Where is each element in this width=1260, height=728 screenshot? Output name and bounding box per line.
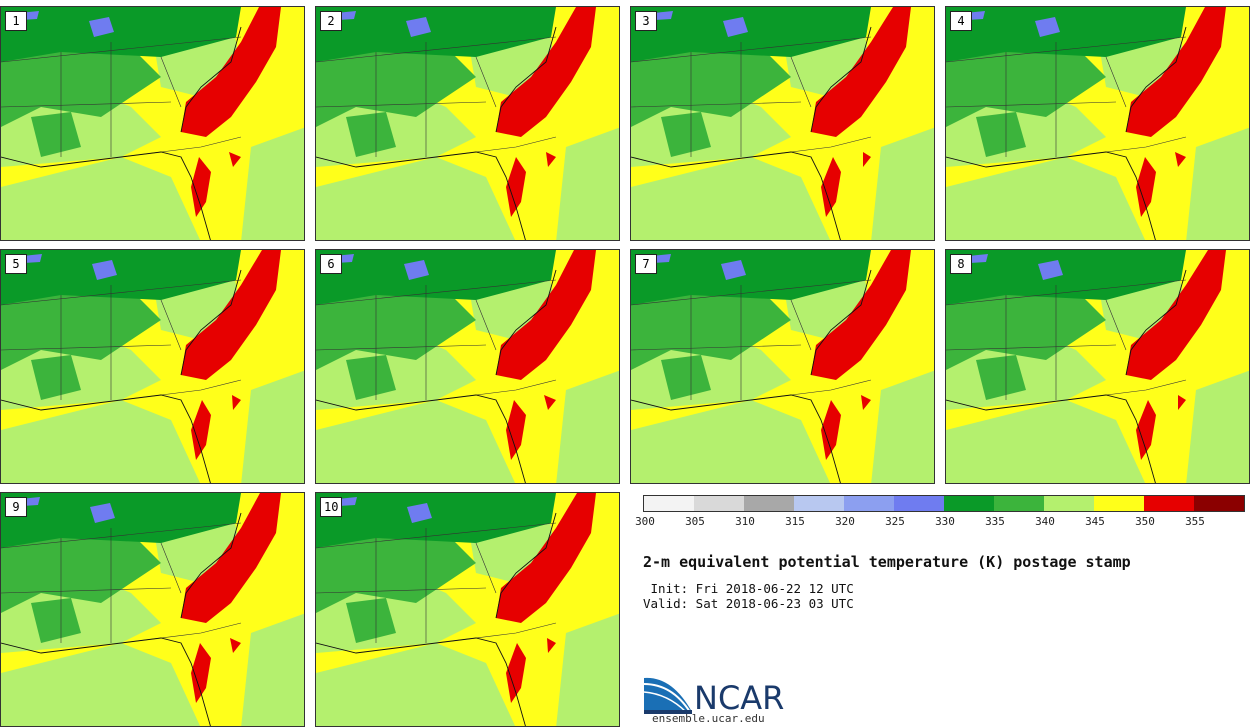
colorbar-cell [694, 496, 744, 511]
colorbar-tick-label: 310 [735, 515, 755, 528]
valid-time: Valid: Sat 2018-06-23 03 UTC [643, 596, 854, 611]
ensemble-member-map: 4 [945, 6, 1250, 241]
ensemble-member-map: 3 [630, 6, 935, 241]
map-title: 2-m equivalent potential temperature (K)… [643, 553, 1131, 571]
colorbar-cell [944, 496, 994, 511]
colorbar-cell [644, 496, 694, 511]
colorbar-cell [744, 496, 794, 511]
colorbar-tick-label: 340 [1035, 515, 1055, 528]
colorbar-tick-label: 315 [785, 515, 805, 528]
colorbar-tick-label: 350 [1135, 515, 1155, 528]
ensemble-member-map: 6 [315, 249, 620, 484]
member-number-label: 7 [635, 254, 657, 274]
colorbar-cell [1194, 496, 1244, 511]
colorbar-tick-label: 305 [685, 515, 705, 528]
init-time: Init: Fri 2018-06-22 12 UTC [643, 581, 854, 596]
colorbar-cell [794, 496, 844, 511]
colorbar-cell [844, 496, 894, 511]
colorbar-tick-label: 320 [835, 515, 855, 528]
colorbar-cell [1044, 496, 1094, 511]
ensemble-member-map: 10 [315, 492, 620, 727]
member-number-label: 3 [635, 11, 657, 31]
colorbar [643, 495, 1245, 512]
member-number-label: 10 [320, 497, 343, 517]
colorbar-cell [894, 496, 944, 511]
ensemble-member-map: 8 [945, 249, 1250, 484]
colorbar-tick-label: 345 [1085, 515, 1105, 528]
member-number-label: 1 [5, 11, 27, 31]
member-number-label: 5 [5, 254, 27, 274]
colorbar-tick-label: 330 [935, 515, 955, 528]
ncar-logo-text: NCAR [694, 679, 785, 717]
colorbar-tick-label: 300 [635, 515, 655, 528]
colorbar-tick-label: 335 [985, 515, 1005, 528]
member-number-label: 2 [320, 11, 342, 31]
init-valid-times: Init: Fri 2018-06-22 12 UTC Valid: Sat 2… [643, 581, 854, 611]
colorbar-cell [1094, 496, 1144, 511]
ensemble-member-map: 7 [630, 249, 935, 484]
ensemble-member-map: 5 [0, 249, 305, 484]
ensemble-member-map: 2 [315, 6, 620, 241]
ensemble-member-map: 1 [0, 6, 305, 241]
member-number-label: 6 [320, 254, 342, 274]
colorbar-ticks: 300 305 310 315 320 325 330 335 340 345 350 355 [630, 515, 1260, 529]
colorbar-tick-label: 325 [885, 515, 905, 528]
member-number-label: 9 [5, 497, 27, 517]
ncar-logo-icon [643, 677, 692, 714]
colorbar-cell [1144, 496, 1194, 511]
colorbar-cell [994, 496, 1044, 511]
colorbar-tick-label: 355 [1185, 515, 1205, 528]
ensemble-member-map: 9 [0, 492, 305, 727]
site-url: ensemble.ucar.edu [652, 712, 765, 725]
member-number-label: 8 [950, 254, 972, 274]
member-number-label: 4 [950, 11, 972, 31]
